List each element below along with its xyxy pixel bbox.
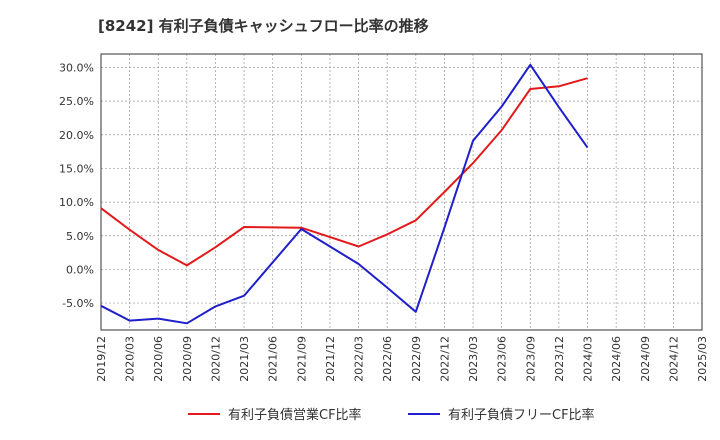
x-tick-label: 2022/12 xyxy=(438,336,451,382)
x-tick-label: 2022/06 xyxy=(381,336,394,382)
y-tick-label: 20.0% xyxy=(59,129,94,142)
y-tick-label: -5.0% xyxy=(62,297,94,310)
y-tick-label: 25.0% xyxy=(59,95,94,108)
x-tick-label: 2023/06 xyxy=(496,336,509,382)
y-tick-label: 10.0% xyxy=(59,196,94,209)
x-tick-label: 2024/09 xyxy=(639,336,652,382)
legend: 有利子負債営業CF比率 有利子負債フリーCF比率 xyxy=(188,407,595,423)
x-tick-label: 2021/06 xyxy=(267,336,280,382)
x-tick-label: 2022/09 xyxy=(410,336,423,382)
plot-frame xyxy=(100,53,703,331)
x-tick-label: 2024/12 xyxy=(667,336,680,382)
series-line-0 xyxy=(100,77,588,267)
plot-background xyxy=(101,54,702,330)
x-tick-label: 2023/09 xyxy=(524,336,537,382)
x-tick-label: 2021/03 xyxy=(238,336,251,382)
y-tick-label: 0.0% xyxy=(66,263,94,276)
y-tick-label: 5.0% xyxy=(66,230,94,243)
x-tick-label: 2023/03 xyxy=(467,336,480,382)
x-tick-label: 2020/06 xyxy=(152,336,165,382)
x-tick-label: 2021/12 xyxy=(324,336,337,382)
x-tick-label: 2021/09 xyxy=(295,336,308,382)
plot-area: 30.0% 25.0% 20.0% 15.0% 10.0% 5.0% 0.0% -5.0% 20… xyxy=(59,53,709,382)
x-tick-label: 2020/09 xyxy=(181,336,194,382)
y-tick-label: 30.0% xyxy=(59,61,94,74)
x-tick-label: 2019/12 xyxy=(95,336,108,382)
x-tick-label: 2022/03 xyxy=(353,336,366,382)
x-tick-label: 2020/03 xyxy=(124,336,137,382)
legend-label-0: 有利子負債営業CF比率 xyxy=(228,407,362,423)
chart-title: [8242] 有利子負債キャッシュフロー比率の推移 xyxy=(98,17,429,35)
x-tick-label: 2024/03 xyxy=(582,336,595,382)
x-tick-label: 2020/12 xyxy=(209,336,222,382)
x-tick-label: 2023/12 xyxy=(553,336,566,382)
series-line-1 xyxy=(100,63,589,325)
x-tick-label: 2025/03 xyxy=(696,336,709,382)
legend-label-1: 有利子負債フリーCF比率 xyxy=(448,407,595,423)
x-tick-label: 2024/06 xyxy=(610,336,623,382)
y-tick-label: 15.0% xyxy=(59,162,94,175)
